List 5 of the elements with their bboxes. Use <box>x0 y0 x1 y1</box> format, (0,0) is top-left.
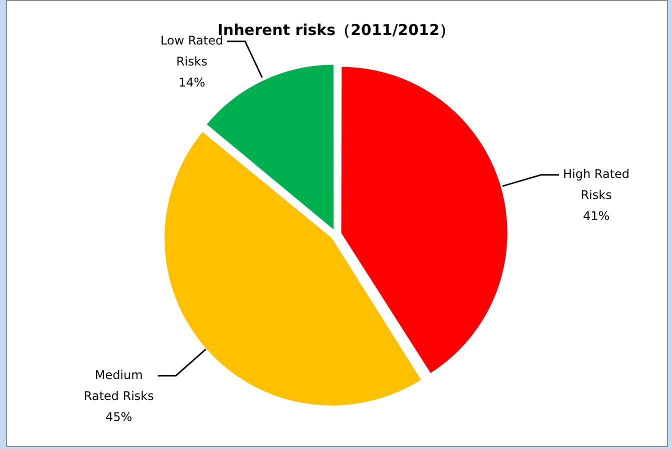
data-label: 14% <box>178 75 206 90</box>
data-label: 45% <box>105 410 132 424</box>
slice-label: Medium Rated Risks <box>84 368 154 403</box>
data-label: 41% <box>582 209 610 224</box>
slice-label: High Rated Risks <box>563 167 630 202</box>
